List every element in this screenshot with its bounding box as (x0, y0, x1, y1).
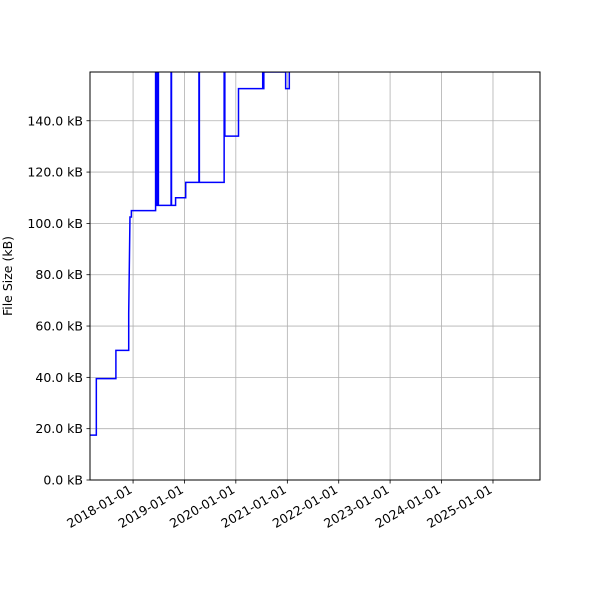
series-line-0 (90, 72, 291, 436)
y-tick-label: 0.0 kB (43, 473, 83, 488)
series-layer (90, 72, 291, 436)
y-axis-label: File Size (kB) (0, 236, 15, 316)
y-tick-label: 120.0 kB (27, 165, 83, 180)
plot-area (90, 72, 540, 480)
grid-lines (90, 72, 540, 481)
y-tick-label: 100.0 kB (27, 216, 83, 231)
y-tick-label: 20.0 kB (35, 421, 83, 436)
y-tick-label: 80.0 kB (35, 267, 83, 282)
y-axis: 0.0 kB 20.0 kB 40.0 kB 60.0 kB 80.0 kB 100.0 … (27, 113, 90, 488)
y-tick-label: 60.0 kB (35, 319, 83, 334)
y-tick-label: 40.0 kB (35, 370, 83, 385)
y-tick-label: 140.0 kB (27, 113, 83, 128)
plot-frame (89, 71, 541, 481)
